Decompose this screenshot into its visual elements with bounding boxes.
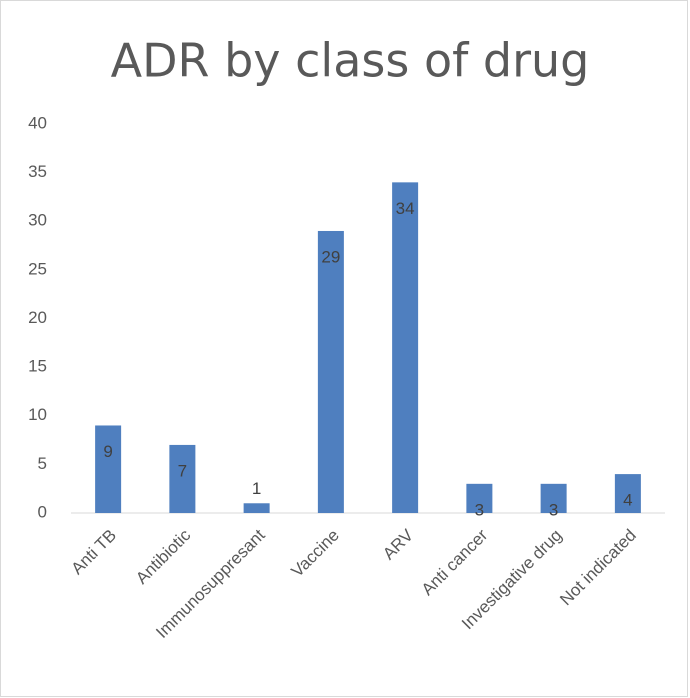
bar (614, 474, 641, 513)
value-label: 34 (396, 199, 415, 218)
y-tick-label: 15 (28, 357, 47, 376)
bar (317, 230, 344, 513)
bar (392, 182, 419, 513)
bar (95, 425, 122, 513)
bar (540, 483, 567, 513)
value-label: 1 (252, 479, 261, 498)
y-tick-label: 20 (28, 308, 47, 327)
value-label: 9 (103, 442, 112, 461)
y-tick-label: 30 (28, 211, 47, 230)
bar (169, 444, 196, 513)
y-tick-label: 10 (28, 405, 47, 424)
y-tick-label: 35 (28, 162, 47, 181)
value-label: 29 (321, 247, 340, 266)
y-tick-label: 40 (28, 113, 47, 132)
bar (243, 503, 270, 513)
bar (466, 483, 493, 513)
value-label: 3 (549, 500, 558, 519)
y-tick-label: 25 (28, 259, 47, 278)
value-label: 7 (178, 461, 187, 480)
value-label: 4 (623, 491, 632, 510)
y-tick-label: 5 (38, 454, 47, 473)
value-label: 3 (475, 500, 484, 519)
y-tick-label: 0 (38, 502, 47, 521)
chart-title: ADR by class of drug (111, 34, 590, 88)
